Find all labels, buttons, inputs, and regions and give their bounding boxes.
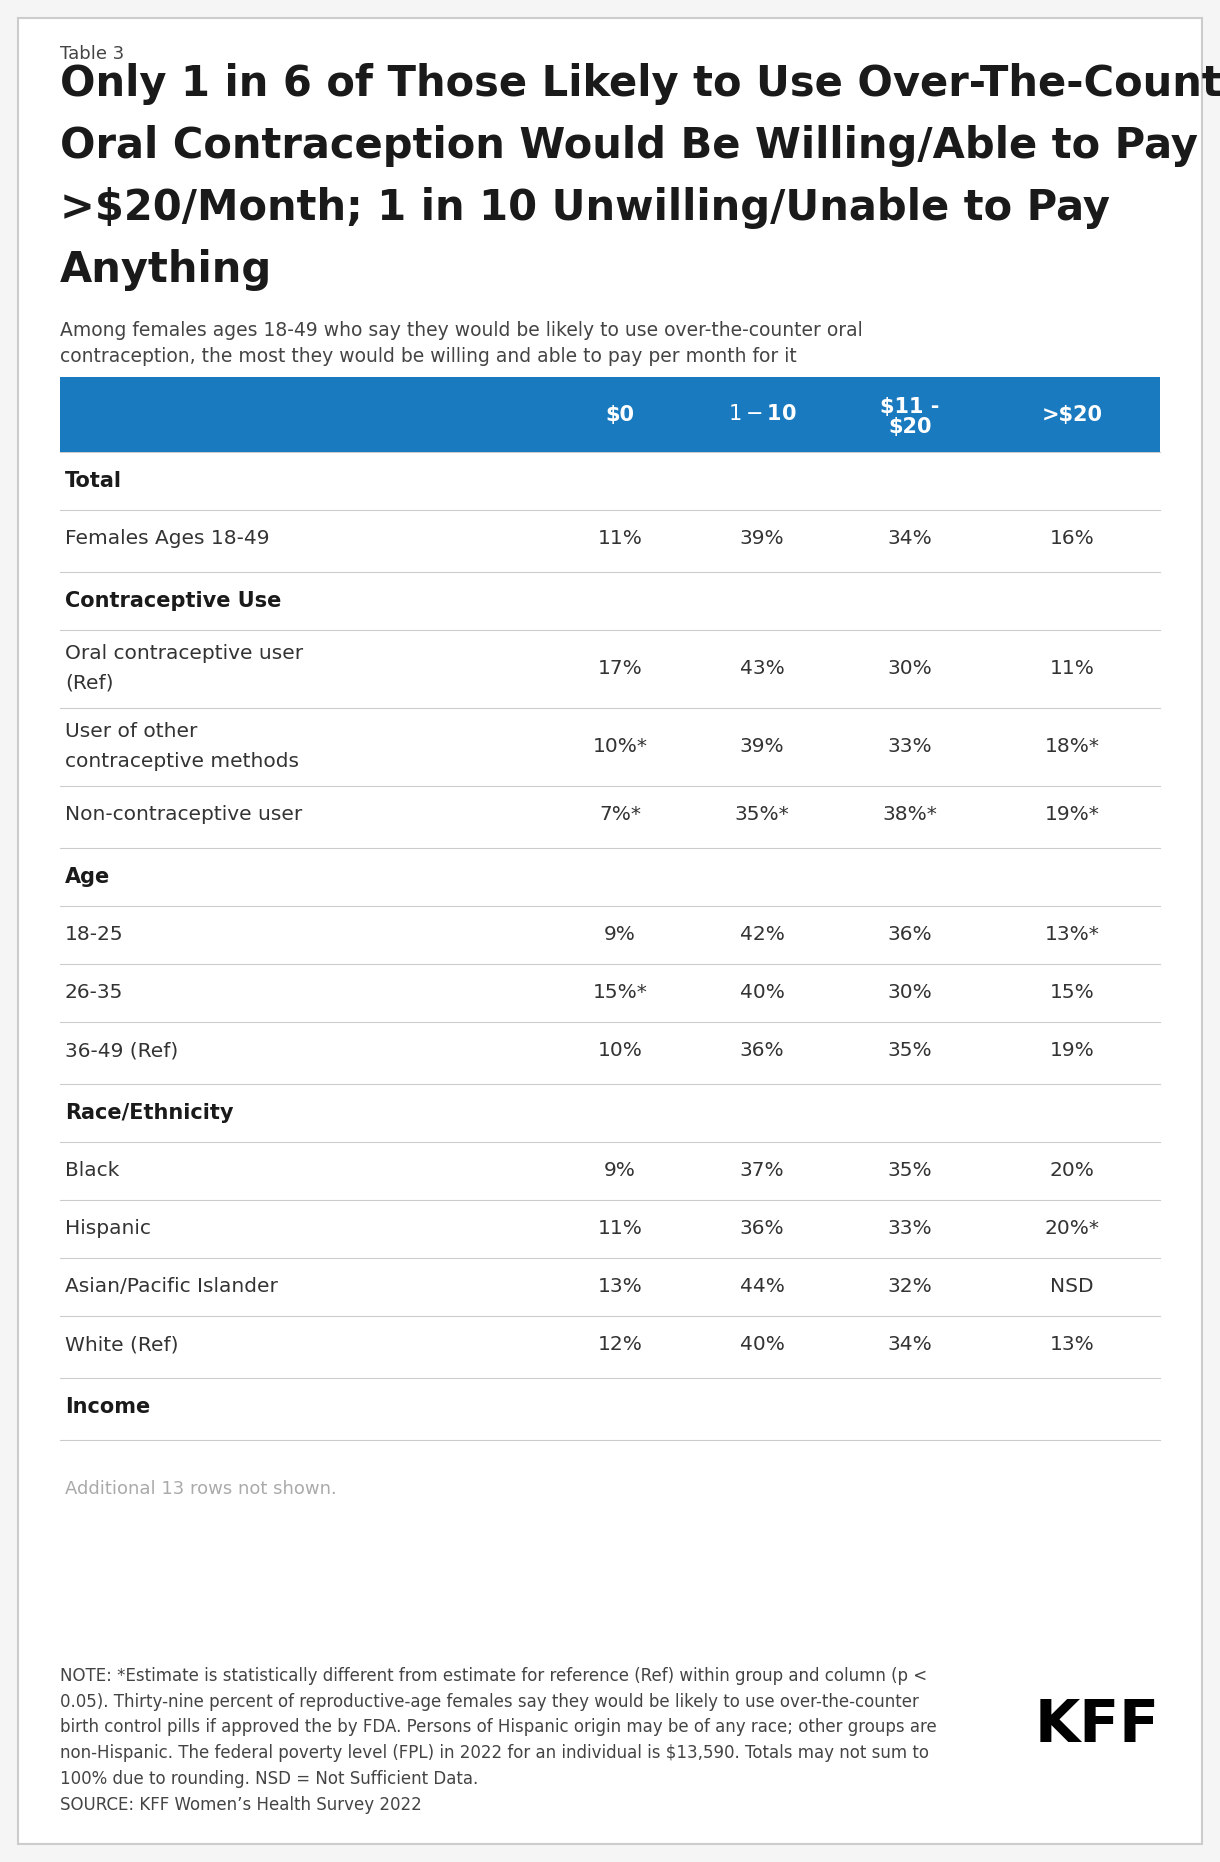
Text: 18-25: 18-25 — [65, 925, 123, 944]
Text: contraceptive methods: contraceptive methods — [65, 752, 299, 771]
Text: 36%: 36% — [739, 1041, 784, 1061]
Text: 40%: 40% — [739, 983, 784, 1002]
Text: >$20: >$20 — [1042, 404, 1103, 425]
Text: 15%*: 15%* — [593, 983, 648, 1002]
Text: Age: Age — [65, 868, 110, 886]
Text: 7%*: 7%* — [599, 806, 640, 825]
Text: 19%*: 19%* — [1044, 806, 1099, 825]
Text: 11%: 11% — [1049, 659, 1094, 678]
Text: User of other: User of other — [65, 722, 198, 741]
Text: Oral Contraception Would Be Willing/Able to Pay: Oral Contraception Would Be Willing/Able… — [60, 125, 1198, 168]
Text: 16%: 16% — [1049, 529, 1094, 549]
Text: Females Ages 18-49: Females Ages 18-49 — [65, 529, 270, 549]
Text: 19%: 19% — [1049, 1041, 1094, 1061]
Text: 15%: 15% — [1049, 983, 1094, 1002]
Text: Hispanic: Hispanic — [65, 1220, 151, 1238]
Text: 13%: 13% — [1049, 1335, 1094, 1354]
Text: contraception, the most they would be willing and able to pay per month for it: contraception, the most they would be wi… — [60, 346, 797, 367]
Text: 36-49 (Ref): 36-49 (Ref) — [65, 1041, 178, 1061]
Text: 32%: 32% — [888, 1277, 932, 1296]
Text: NSD: NSD — [1050, 1277, 1094, 1296]
Text: Only 1 in 6 of Those Likely to Use Over-The-Counter: Only 1 in 6 of Those Likely to Use Over-… — [60, 63, 1220, 104]
Text: 34%: 34% — [888, 529, 932, 549]
Text: Anything: Anything — [60, 250, 272, 290]
Text: Total: Total — [65, 471, 122, 492]
Text: 37%: 37% — [739, 1162, 784, 1181]
Text: 17%: 17% — [598, 659, 643, 678]
Text: 43%: 43% — [739, 659, 784, 678]
Text: $1 - $10: $1 - $10 — [727, 404, 797, 425]
Text: 20%*: 20%* — [1044, 1220, 1099, 1238]
Text: 40%: 40% — [739, 1335, 784, 1354]
Text: KFF: KFF — [1035, 1696, 1160, 1754]
Text: White (Ref): White (Ref) — [65, 1335, 178, 1354]
Text: 18%*: 18%* — [1044, 737, 1099, 756]
Text: 12%: 12% — [598, 1335, 643, 1354]
Text: 38%*: 38%* — [882, 806, 937, 825]
Text: 36%: 36% — [888, 925, 932, 944]
Text: 13%: 13% — [598, 1277, 643, 1296]
Text: 35%*: 35%* — [734, 806, 789, 825]
Text: 10%: 10% — [598, 1041, 643, 1061]
Bar — [60, 376, 1160, 452]
Text: $20: $20 — [888, 417, 932, 436]
Text: 35%: 35% — [888, 1162, 932, 1181]
Text: 10%*: 10%* — [593, 737, 648, 756]
Text: 11%: 11% — [598, 1220, 643, 1238]
Text: 20%: 20% — [1049, 1162, 1094, 1181]
Text: 26-35: 26-35 — [65, 983, 123, 1002]
Text: 30%: 30% — [888, 659, 932, 678]
Text: 13%*: 13%* — [1044, 925, 1099, 944]
Text: Additional 13 rows not shown.: Additional 13 rows not shown. — [65, 1480, 337, 1499]
Text: Income: Income — [65, 1396, 150, 1417]
Text: 35%: 35% — [888, 1041, 932, 1061]
Text: Among females ages 18-49 who say they would be likely to use over-the-counter or: Among females ages 18-49 who say they wo… — [60, 320, 863, 341]
Text: $11 -: $11 - — [881, 397, 939, 417]
Text: 9%: 9% — [604, 1162, 636, 1181]
Text: Non-contraceptive user: Non-contraceptive user — [65, 806, 303, 825]
Text: 39%: 39% — [739, 529, 784, 549]
Text: 11%: 11% — [598, 529, 643, 549]
Text: 44%: 44% — [739, 1277, 784, 1296]
Text: Asian/Pacific Islander: Asian/Pacific Islander — [65, 1277, 278, 1296]
Text: Table 3: Table 3 — [60, 45, 124, 63]
Text: Contraceptive Use: Contraceptive Use — [65, 590, 282, 611]
Text: 39%: 39% — [739, 737, 784, 756]
Text: 42%: 42% — [739, 925, 784, 944]
Text: $0: $0 — [605, 404, 634, 425]
Text: NOTE: *Estimate is statistically different from estimate for reference (Ref) wit: NOTE: *Estimate is statistically differe… — [60, 1666, 937, 1814]
Text: 34%: 34% — [888, 1335, 932, 1354]
Text: 30%: 30% — [888, 983, 932, 1002]
Text: 33%: 33% — [888, 1220, 932, 1238]
Text: 9%: 9% — [604, 925, 636, 944]
Text: >$20/Month; 1 in 10 Unwilling/Unable to Pay: >$20/Month; 1 in 10 Unwilling/Unable to … — [60, 186, 1110, 229]
Text: Black: Black — [65, 1162, 120, 1181]
Text: 33%: 33% — [888, 737, 932, 756]
Text: (Ref): (Ref) — [65, 674, 113, 693]
Text: Race/Ethnicity: Race/Ethnicity — [65, 1102, 233, 1123]
Text: Oral contraceptive user: Oral contraceptive user — [65, 644, 303, 663]
Text: 36%: 36% — [739, 1220, 784, 1238]
